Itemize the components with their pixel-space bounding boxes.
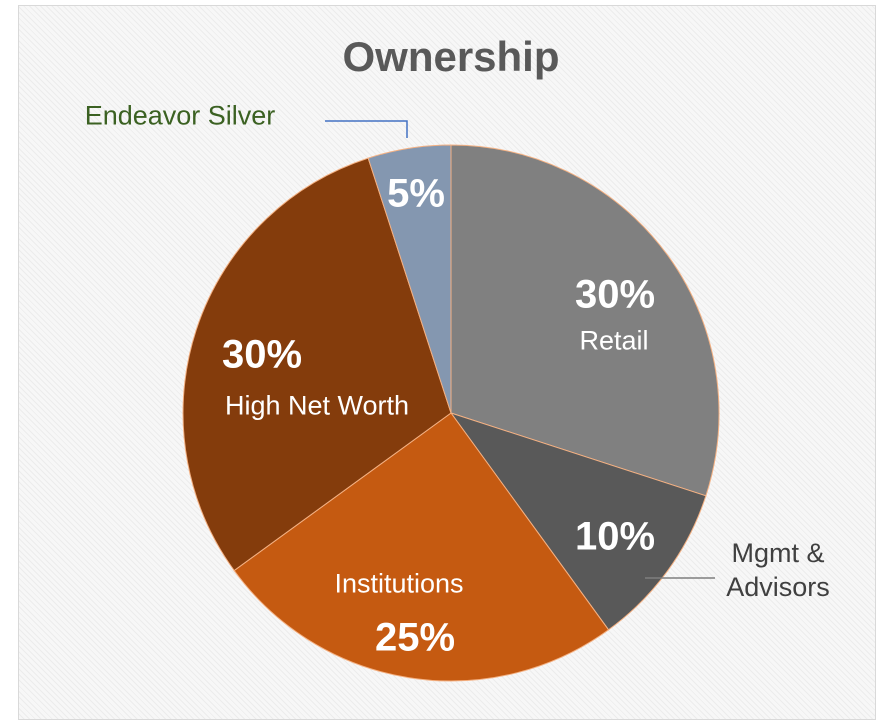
- category-label: Endeavor Silver: [84, 100, 276, 131]
- pie-slice: [450, 144, 720, 497]
- pie-slice: [233, 412, 610, 682]
- data-label: 10%: [574, 514, 656, 559]
- chart-title: Ownership: [342, 33, 560, 80]
- data-label: 5%: [387, 171, 445, 216]
- category-label: Mgmt & Advisors: [726, 538, 830, 602]
- pie-slice: [182, 157, 452, 572]
- category-label: Institutions: [334, 568, 464, 599]
- category-label: High Net Worth: [224, 390, 410, 421]
- pie-slice: [449, 412, 707, 631]
- leader-line: [325, 120, 408, 138]
- data-label: 30%: [221, 332, 303, 377]
- pie-slice: [367, 144, 452, 414]
- category-label: Retail: [579, 325, 649, 356]
- data-label: 30%: [574, 272, 656, 317]
- data-label: 25%: [374, 615, 456, 660]
